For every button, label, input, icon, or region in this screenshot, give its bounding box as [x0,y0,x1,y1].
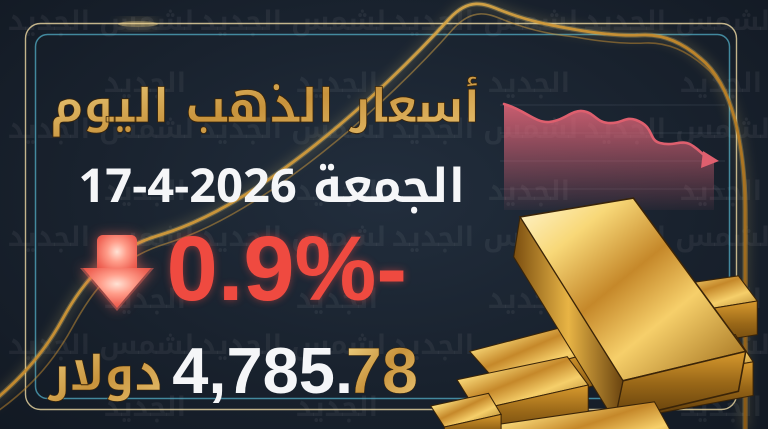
svg-text:4,785.: 4,785. [172,334,353,407]
svg-text:78: 78 [346,334,418,407]
svg-text:دولار: دولار [47,328,163,420]
svg-text:0.9%-: 0.9%- [167,218,407,320]
svg-text:أسعار الذهب اليوم: أسعار الذهب اليوم [50,62,480,151]
